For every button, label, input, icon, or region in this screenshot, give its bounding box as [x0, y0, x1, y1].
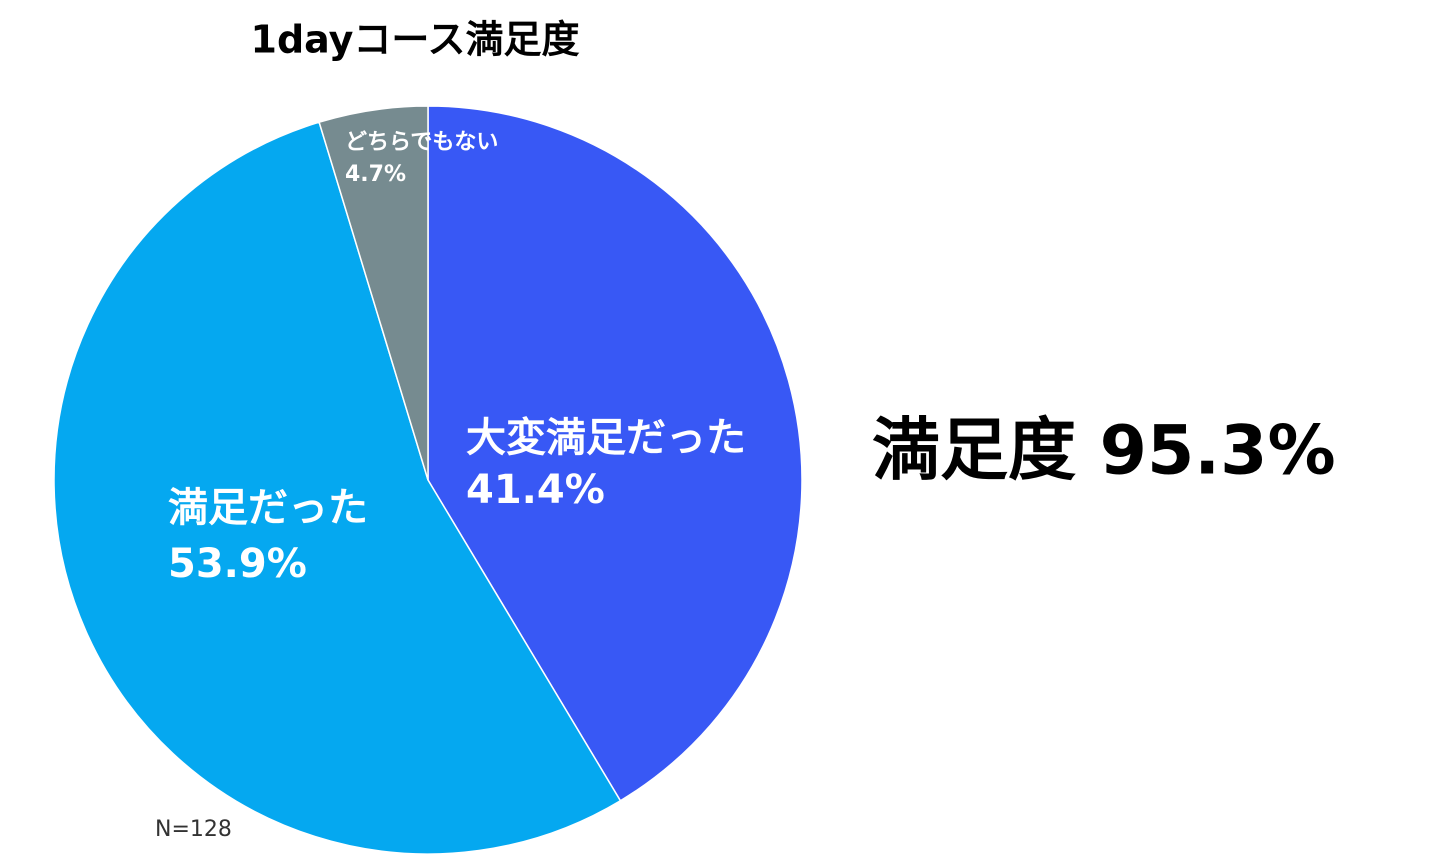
sample-size-note: N=128 [155, 817, 232, 842]
pie-slice [53, 121, 622, 855]
slice-value-label: 4.7% [345, 162, 406, 187]
slice-category-label: どちらでもない [345, 130, 498, 155]
summary-annotation: 満足度 95.3% [872, 412, 1336, 491]
pie-slice [318, 105, 429, 481]
slice-category-label: 満足だった [168, 485, 368, 531]
slice-category-label: 大変満足だった [466, 415, 746, 461]
chart-title: 1dayコース満足度 [251, 18, 580, 62]
slice-value-label: 41.4% [466, 467, 605, 513]
slice-value-label: 53.9% [168, 541, 307, 587]
pie-slice [427, 105, 803, 802]
